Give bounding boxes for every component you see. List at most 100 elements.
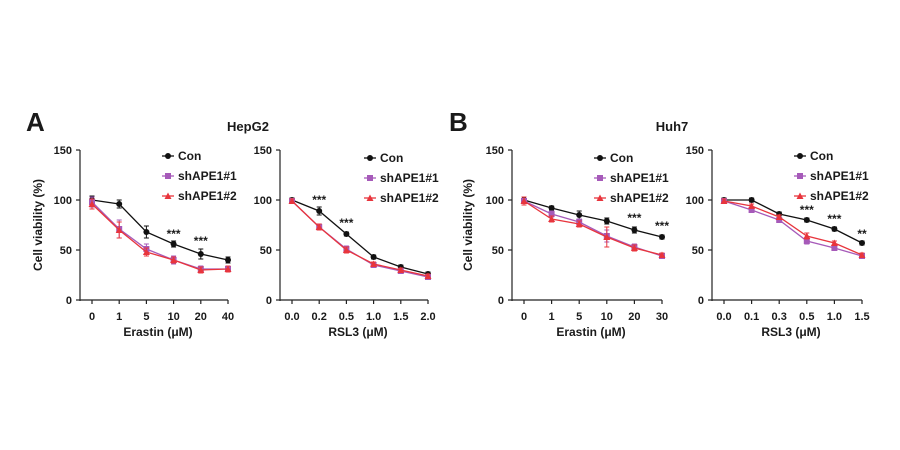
x-axis-label: Erastin (μM) <box>556 325 625 339</box>
data-point <box>197 266 205 273</box>
significance-marker: *** <box>167 227 181 241</box>
y-tick-label: 100 <box>254 195 272 207</box>
series-shAPE1#1 <box>721 198 865 259</box>
data-point <box>548 211 555 217</box>
series-shAPE1#2 <box>520 196 666 258</box>
data-point <box>858 251 866 258</box>
legend: Con shAPE1#1 shAPE1#2 <box>594 151 669 205</box>
x-tick-label: 10 <box>167 311 179 323</box>
data-point <box>116 201 123 207</box>
y-tick-label: 50 <box>60 245 72 257</box>
data-point <box>720 197 728 204</box>
panel-label-a: A <box>26 107 45 137</box>
series-line <box>523 200 663 257</box>
data-point <box>831 245 838 251</box>
x-tick-label: 0 <box>89 311 95 323</box>
y-tick-label: 100 <box>486 195 504 207</box>
data-point <box>520 197 528 204</box>
data-point <box>859 240 865 246</box>
legend-label: Con <box>810 149 833 163</box>
y-tick-label: 150 <box>54 145 72 157</box>
chart-title: HepG2 <box>227 119 269 134</box>
y-tick-label: 0 <box>66 295 72 307</box>
legend-marker <box>797 153 803 159</box>
series-shAPE1#1 <box>89 196 231 273</box>
x-tick-label: 0 <box>521 311 527 323</box>
significance-marker: *** <box>627 211 641 225</box>
data-point <box>142 248 150 255</box>
series-Con <box>289 197 431 277</box>
y-tick-label: 0 <box>266 295 272 307</box>
legend-marker <box>797 173 803 179</box>
x-tick-label: 0.5 <box>799 311 814 323</box>
significance-marker: ** <box>857 227 867 241</box>
series-line <box>91 203 229 271</box>
data-point <box>831 226 838 232</box>
legend: Con shAPE1#1 shAPE1#2 <box>364 151 439 205</box>
series-line <box>523 199 663 238</box>
legend-label: Con <box>178 149 201 163</box>
data-point <box>603 218 610 224</box>
legend-marker <box>367 155 373 161</box>
data-point <box>342 246 350 253</box>
legend-label: shAPE1#1 <box>380 171 439 185</box>
legend-marker <box>796 192 804 199</box>
data-point <box>370 254 377 260</box>
series-line <box>723 200 863 257</box>
data-point <box>576 212 583 218</box>
x-tick-label: 0.3 <box>772 311 787 323</box>
x-axis-label: RSL3 (μM) <box>328 325 387 339</box>
data-point <box>288 197 296 204</box>
significance-marker: *** <box>655 219 669 233</box>
legend: Con shAPE1#1 shAPE1#2 <box>162 149 237 203</box>
y-tick-label: 0 <box>498 295 504 307</box>
data-point <box>370 260 378 267</box>
series-shAPE1#2 <box>720 197 866 258</box>
legend-label: Con <box>380 151 403 165</box>
x-tick-label: 2.0 <box>420 311 435 323</box>
legend-label: shAPE1#1 <box>178 169 237 183</box>
y-tick-label: 50 <box>260 245 272 257</box>
series-line <box>291 200 429 278</box>
data-point <box>88 200 96 207</box>
series-line <box>91 201 228 270</box>
data-point <box>548 205 555 211</box>
y-axis-label: Cell viability (%) <box>31 179 45 271</box>
y-tick-label: 50 <box>492 245 504 257</box>
y-tick-label: 100 <box>54 195 72 207</box>
x-tick-label: 20 <box>195 311 207 323</box>
y-tick-label: 150 <box>254 145 272 157</box>
series-shAPE1#1 <box>289 198 431 280</box>
x-tick-label: 0.1 <box>744 311 759 323</box>
data-point <box>630 244 638 251</box>
legend-marker <box>165 153 171 159</box>
data-point <box>748 197 755 203</box>
series-line <box>91 199 229 261</box>
data-point <box>775 213 783 220</box>
legend-label: shAPE1#2 <box>810 189 869 203</box>
data-point <box>397 266 405 273</box>
data-point <box>170 241 177 247</box>
chart-2: 0 50 100 150 0.0 0.2 0.5 1.0 1.5 2.0 RSL3 (μM) *** *… <box>254 145 439 339</box>
x-tick-label: 40 <box>222 311 234 323</box>
series-line <box>724 199 863 244</box>
y-tick-label: 150 <box>486 145 504 157</box>
x-tick-label: 5 <box>576 311 582 323</box>
x-axis-label: Erastin (μM) <box>123 325 192 339</box>
legend-label: shAPE1#1 <box>810 169 869 183</box>
significance-marker: *** <box>800 203 814 217</box>
data-point <box>224 265 232 272</box>
data-point <box>197 251 204 257</box>
data-point <box>225 257 231 263</box>
y-axis-label: Cell viability (%) <box>461 179 475 271</box>
data-point <box>830 239 838 246</box>
series-shAPE1#2 <box>88 198 232 274</box>
x-tick-label: 1.5 <box>854 311 869 323</box>
legend-marker <box>165 173 171 179</box>
data-point <box>575 220 583 227</box>
data-point <box>548 215 556 222</box>
data-point <box>316 208 323 214</box>
x-tick-label: 20 <box>628 311 640 323</box>
